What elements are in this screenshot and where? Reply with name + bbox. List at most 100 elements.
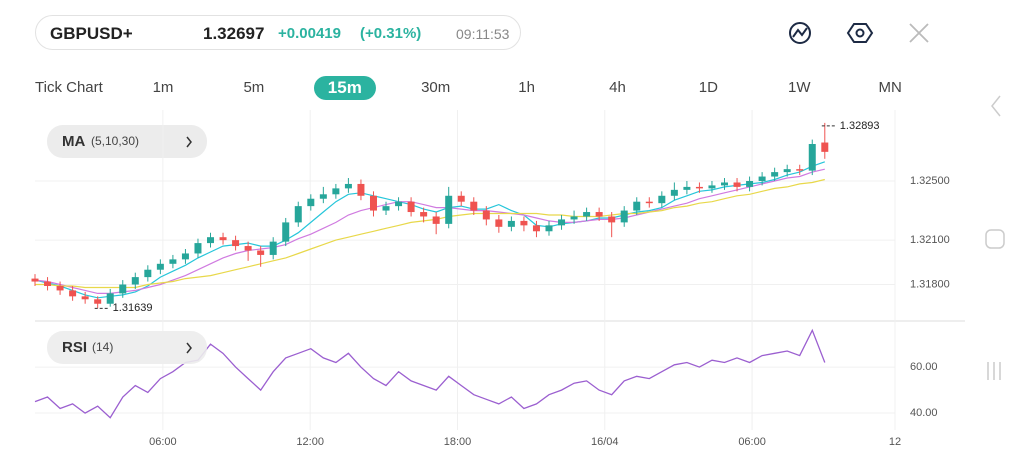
change: +0.00419 [278,25,341,42]
timeframe-tab[interactable]: 5m [243,79,265,96]
ma-line [34,168,825,294]
candle-body [771,172,779,177]
ma-line [35,178,825,289]
candle-body [733,182,741,187]
candle-body [758,176,766,181]
timeframe-tab[interactable]: MN [878,79,902,96]
rsi-name: RSI [62,339,87,356]
candle-body [156,263,164,270]
candle-body [194,243,202,254]
price: 1.32697 [203,24,265,43]
candle-body [608,216,616,223]
symbol: GBPUSD+ [50,24,133,43]
rsi-pill[interactable] [47,331,207,364]
y-tick-label: 1.32100 [910,234,950,246]
x-tick-label: 06:00 [738,436,766,448]
close-button[interactable] [909,23,929,43]
settings-button[interactable] [846,23,874,43]
candle-body [319,194,327,199]
candle-body [507,220,515,227]
candle-body [595,212,603,217]
change-percent: (+0.31%) [360,25,422,42]
extreme-label: 1.31639 [113,302,153,314]
candle-body [69,290,77,297]
ma-params: (5,10,30) [91,134,139,148]
candle-body [294,206,302,223]
candle-body [520,220,528,226]
timeframe-tab[interactable]: 1D [698,79,718,96]
candle-body [169,259,177,264]
candle-body [232,240,240,247]
candle-body [708,185,716,189]
timeframe-tab[interactable]: Tick Chart [35,79,103,96]
candle-body [721,182,729,186]
candle-body [633,201,641,211]
candle-body [808,144,816,171]
candle-body [432,216,440,224]
candle-body [269,241,277,255]
timeframe-tab[interactable]: 4h [609,79,626,96]
candle-body [144,269,152,278]
candle-body [445,195,453,224]
candle-body [570,216,578,220]
y-tick-label: 1.32500 [910,175,950,187]
timeframe-tab[interactable]: 1W [788,79,811,96]
candle-body [545,225,553,232]
candle-body [420,212,428,217]
chevron [186,342,192,354]
toolbar-icons [789,22,929,44]
symbol-bar[interactable]: GBPUSD+ 1.32697 +0.00419 (+0.31%) 09:11:… [35,15,521,50]
candle-body [670,189,678,196]
candle-body [94,299,102,304]
candle-body [658,195,666,204]
candle-body [106,293,114,304]
timeframe-tab[interactable]: 1h [518,79,535,96]
candle-body [583,212,591,217]
x-tick-label: 06:00 [149,436,177,448]
candle-body [119,284,127,294]
candle-body [796,169,804,171]
candle-body [181,253,189,260]
candle-body [695,186,703,189]
candle-body [470,201,478,211]
candle-body [369,195,377,211]
candle-body [56,285,64,291]
time: 09:11:53 [456,26,510,42]
side-icons [985,95,1005,380]
candle-body [821,142,829,152]
candle-body [683,186,691,190]
candle-body [219,237,227,241]
candle-body [558,219,566,226]
candle-body [495,219,503,227]
candle-body [783,169,791,173]
candle-body [407,201,415,213]
candle-body [532,225,540,232]
candle-body [244,246,252,251]
candle-body [395,201,403,207]
candle-body [307,198,315,207]
ma-pill[interactable] [47,125,207,158]
x-tick-label: 18:00 [444,436,472,448]
rsi-line [34,328,826,419]
candle-body [81,296,89,300]
x-tick-label: 12 [889,436,901,448]
ma-line [34,161,825,299]
x-tick-label: 12:00 [296,436,324,448]
candle-body [31,278,39,282]
extreme-label: 1.32893 [840,120,880,132]
candle-body [457,195,465,202]
indicator-button[interactable] [789,22,811,44]
timeframe-tab[interactable]: 1m [152,79,174,96]
candle-body [332,188,340,195]
ma-name: MA [62,133,85,150]
y-tick-label: 40.00 [910,407,938,419]
y-tick-label: 60.00 [910,361,938,373]
timeframe-tab[interactable]: 30m [421,79,451,96]
candle-body [382,206,390,211]
candle-body [344,183,352,189]
candle-body [645,201,653,204]
timeframe-tab[interactable]: 15m [313,76,376,100]
candle-body [282,222,290,242]
